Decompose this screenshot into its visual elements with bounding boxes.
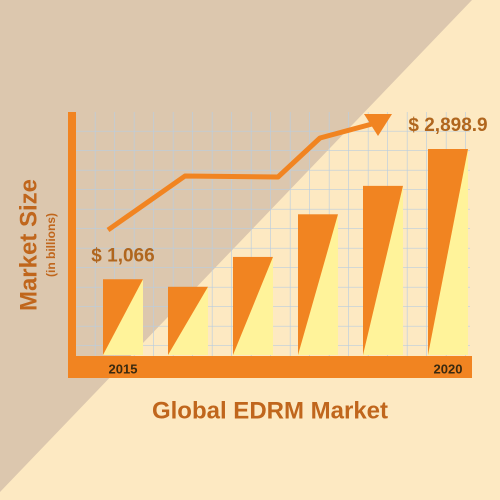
value-label: $ 1,066 bbox=[91, 245, 154, 266]
bar-highlight bbox=[168, 286, 208, 355]
y-axis-bar bbox=[68, 112, 76, 378]
bar-highlight bbox=[103, 279, 143, 355]
x-tick-label: 2015 bbox=[109, 361, 138, 376]
bar-highlight bbox=[363, 185, 403, 355]
x-axis-bar bbox=[68, 356, 472, 378]
chart-title: Global EDRM Market bbox=[152, 397, 388, 424]
bar-highlight bbox=[298, 214, 338, 355]
bar-highlight bbox=[428, 149, 468, 355]
trend-arrow bbox=[106, 121, 373, 233]
trend-arrowhead bbox=[364, 114, 392, 136]
bar-highlight bbox=[233, 256, 273, 355]
value-label: $ 2,898.9 bbox=[408, 115, 487, 136]
x-tick-label: 2020 bbox=[434, 361, 463, 376]
bars bbox=[103, 149, 468, 355]
y-axis-title: Market Size bbox=[15, 179, 42, 311]
y-axis-subtitle: (in billions) bbox=[44, 213, 58, 277]
